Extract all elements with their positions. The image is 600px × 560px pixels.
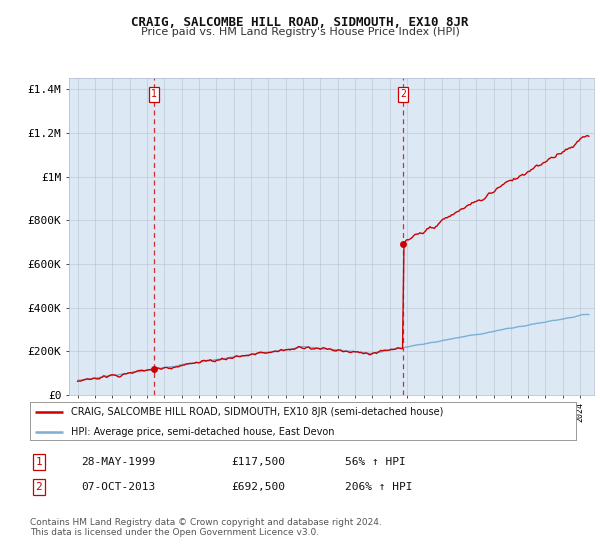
Text: 56% ↑ HPI: 56% ↑ HPI [345, 457, 406, 467]
Text: 1: 1 [151, 90, 157, 100]
Text: HPI: Average price, semi-detached house, East Devon: HPI: Average price, semi-detached house,… [71, 427, 334, 437]
Text: 07-OCT-2013: 07-OCT-2013 [81, 482, 155, 492]
Text: CRAIG, SALCOMBE HILL ROAD, SIDMOUTH, EX10 8JR (semi-detached house): CRAIG, SALCOMBE HILL ROAD, SIDMOUTH, EX1… [71, 407, 443, 417]
Text: Contains HM Land Registry data © Crown copyright and database right 2024.
This d: Contains HM Land Registry data © Crown c… [30, 518, 382, 538]
Text: 28-MAY-1999: 28-MAY-1999 [81, 457, 155, 467]
Text: 1: 1 [35, 457, 43, 467]
Text: £117,500: £117,500 [231, 457, 285, 467]
Text: 206% ↑ HPI: 206% ↑ HPI [345, 482, 413, 492]
Text: 2: 2 [400, 90, 406, 100]
Text: Price paid vs. HM Land Registry's House Price Index (HPI): Price paid vs. HM Land Registry's House … [140, 27, 460, 37]
Text: 2: 2 [35, 482, 43, 492]
Text: CRAIG, SALCOMBE HILL ROAD, SIDMOUTH, EX10 8JR: CRAIG, SALCOMBE HILL ROAD, SIDMOUTH, EX1… [131, 16, 469, 29]
Text: £692,500: £692,500 [231, 482, 285, 492]
